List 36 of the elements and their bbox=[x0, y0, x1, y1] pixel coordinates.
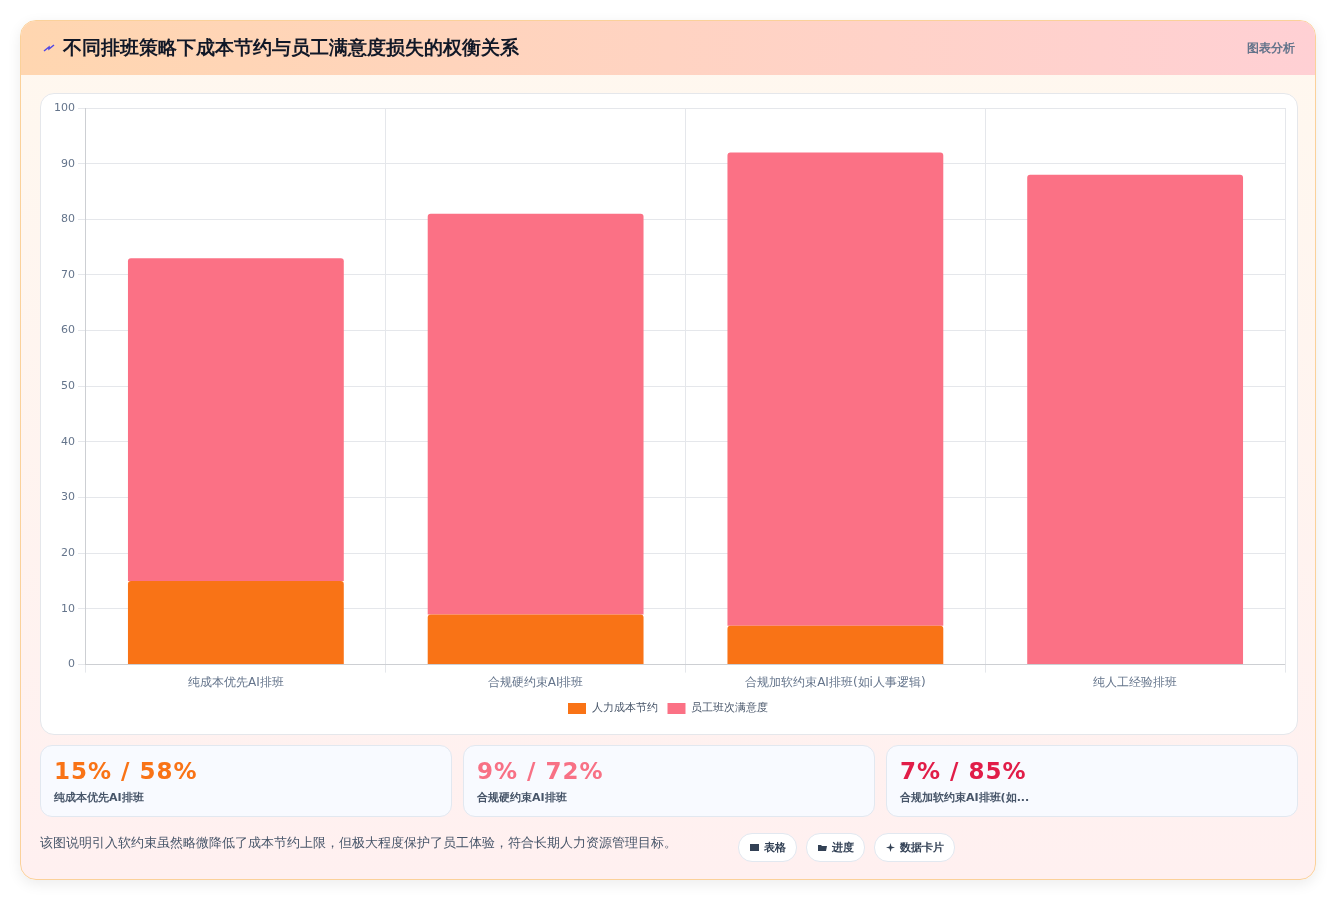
text: 进度 bbox=[832, 840, 854, 855]
text: 7% / 85% bbox=[900, 758, 1028, 784]
text: 数据卡片 bbox=[900, 840, 944, 855]
bar bbox=[727, 152, 944, 626]
y-tick-label: 100 bbox=[54, 100, 75, 114]
y-tick-label: 80 bbox=[61, 212, 75, 226]
text: 表格 bbox=[764, 840, 786, 855]
text: 该图说明引入软约束虽然略微降低了成本节约上限，但极大程度保护了员工体验，符合长期人力资源管理目标。 bbox=[40, 835, 677, 852]
y-tick-label: 50 bbox=[61, 379, 75, 393]
text: 图表分析 bbox=[1247, 39, 1295, 57]
chart-title: 不同排班策略下成本节约与员工满意度损失的权衡关系 bbox=[63, 35, 519, 60]
text: 合规加软约束AI排班(如... bbox=[900, 790, 1031, 805]
y-tick-label: 10 bbox=[61, 601, 75, 615]
bar bbox=[127, 581, 344, 665]
bar bbox=[727, 625, 944, 665]
y-tick-label: 70 bbox=[61, 267, 75, 281]
bar bbox=[127, 258, 344, 582]
y-tick-label: 30 bbox=[61, 490, 75, 504]
x-tick-label: 合规加软约束AI排班(如i人事逻辑) bbox=[745, 674, 926, 689]
y-tick-label: 90 bbox=[61, 156, 75, 170]
y-tick-label: 40 bbox=[61, 434, 75, 448]
bar bbox=[1027, 174, 1244, 665]
text: 9% / 72% bbox=[477, 758, 605, 784]
y-tick-label: 0 bbox=[68, 657, 75, 671]
text: 纯成本优先AI排班 bbox=[54, 790, 145, 805]
legend-label: 人力成本节约 bbox=[591, 701, 658, 715]
text: 合规硬约束AI排班 bbox=[477, 790, 568, 805]
y-tick-label: 20 bbox=[61, 546, 75, 560]
bar bbox=[427, 614, 644, 665]
bar bbox=[427, 213, 644, 615]
y-tick-label: 60 bbox=[61, 323, 75, 337]
x-tick-label: 纯人工经验排班 bbox=[1093, 674, 1178, 689]
x-tick-label: 纯成本优先AI排班 bbox=[188, 674, 284, 689]
legend-label: 员工班次满意度 bbox=[691, 701, 768, 715]
x-tick-label: 合规硬约束AI排班 bbox=[487, 674, 584, 689]
text: 15% / 58% bbox=[54, 758, 199, 784]
